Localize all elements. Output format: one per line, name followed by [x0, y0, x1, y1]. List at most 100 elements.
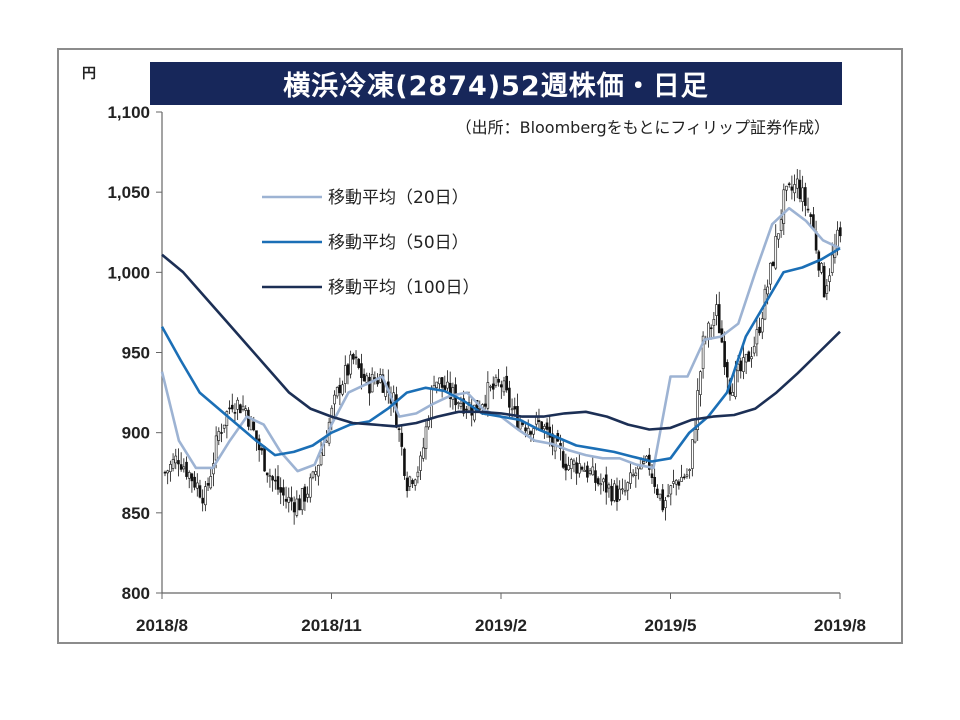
x-tick-label: 2019/5 [645, 616, 697, 635]
candle-body [421, 447, 425, 459]
candle-body [362, 373, 366, 382]
candle-body [621, 488, 624, 491]
y-tick-label: 1,050 [107, 183, 150, 202]
candle-body [284, 498, 288, 502]
candle-body [171, 459, 175, 469]
candle-body [435, 381, 439, 388]
candle-body [274, 479, 277, 482]
candle-body [809, 214, 813, 217]
candle-body [513, 406, 517, 410]
candle-body [354, 356, 358, 359]
candle-body [596, 478, 600, 485]
candle-body [779, 219, 783, 231]
candle-body [672, 481, 675, 484]
candle-body [497, 378, 500, 383]
candle-body [465, 408, 468, 411]
candle-body [489, 386, 492, 388]
candle-body [190, 473, 194, 482]
candle-body [225, 411, 229, 426]
candle-body [508, 387, 511, 408]
y-tick-label: 900 [122, 424, 150, 443]
candle-body [717, 304, 721, 334]
candle-body [265, 472, 269, 476]
candle-body [777, 233, 780, 240]
candle-body [201, 497, 204, 504]
candle-body [303, 486, 307, 502]
legend: 移動平均（20日） 移動平均（50日） 移動平均（100日） [262, 188, 479, 298]
x-tick-label: 2019/2 [475, 616, 527, 635]
y-unit-label: 円 [82, 66, 96, 82]
candle-body [282, 487, 285, 496]
candle-body [650, 473, 654, 478]
candle-body [263, 446, 266, 472]
candle-body [664, 500, 667, 509]
candle-body [699, 371, 702, 395]
candle-body [607, 484, 611, 489]
candle-body [691, 439, 694, 469]
candle-body [790, 186, 794, 191]
candlesticks [163, 169, 842, 525]
candle-body [634, 472, 638, 476]
candle-body [376, 380, 379, 385]
candle-body [405, 477, 409, 492]
candle-body [618, 488, 621, 500]
candle-body [427, 420, 430, 428]
candle-body [456, 402, 460, 404]
candle-body [260, 448, 264, 451]
candle-body [298, 498, 301, 511]
candle-body [545, 422, 549, 430]
candle-body [787, 183, 791, 186]
candle-body [220, 432, 223, 434]
candle-body [397, 428, 401, 431]
candle-body [747, 351, 751, 362]
candle-body [483, 403, 487, 407]
candle-body [736, 363, 740, 372]
legend-label-ma100: 移動平均（100日） [328, 278, 479, 298]
candle-body [551, 433, 554, 447]
candle-body [230, 404, 234, 410]
candle-body [626, 482, 630, 491]
candle-body [341, 384, 344, 395]
candle-body [368, 376, 371, 394]
candle-body [795, 178, 799, 189]
candle-body [591, 466, 595, 476]
candle-body [478, 408, 482, 410]
candle-body [448, 382, 452, 399]
candle-body [674, 479, 678, 485]
candle-body [774, 235, 778, 269]
candle-body [586, 465, 589, 478]
candle-body [669, 485, 673, 495]
candle-body [290, 497, 293, 502]
x-tick-label: 2018/8 [136, 616, 188, 635]
candle-body [271, 476, 274, 481]
candle-body [352, 354, 355, 360]
candle-body [268, 475, 272, 478]
candle-body [206, 483, 210, 486]
candle-body [169, 464, 172, 472]
candle-body [828, 275, 831, 282]
axes: 800 850 900 950 1,000 1,050 1,100 2018/8 2018/11… [107, 103, 866, 635]
candle-body [214, 435, 218, 461]
candle-body [300, 488, 304, 511]
candle-body [693, 429, 697, 443]
candle-body [521, 422, 525, 425]
candle-body [494, 376, 498, 386]
candle-body [222, 424, 226, 429]
candle-body [252, 421, 256, 431]
candle-body [639, 458, 643, 470]
candle-body [715, 304, 718, 316]
candle-body [631, 474, 635, 477]
candle-body [599, 483, 603, 486]
candle-body [688, 469, 691, 471]
candle-body [163, 471, 167, 474]
candle-body [543, 426, 546, 430]
candle-body [696, 390, 700, 430]
candle-body [613, 483, 616, 501]
candle-body [575, 462, 578, 474]
candle-body [707, 322, 710, 339]
candle-body [317, 465, 320, 477]
candle-body [195, 482, 199, 489]
candle-body [529, 431, 533, 435]
candle-body [491, 383, 495, 390]
candle-body [314, 471, 317, 475]
